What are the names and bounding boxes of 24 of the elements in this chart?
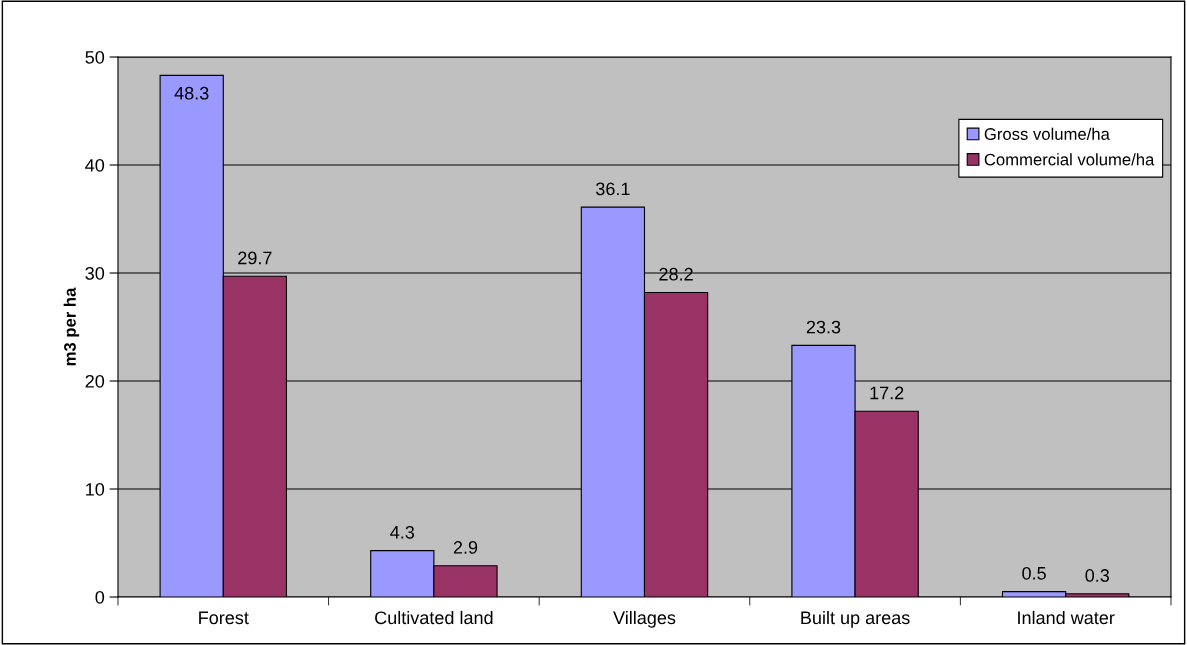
data-label: 28.2 [659, 267, 693, 281]
x-tick-label: Inland water [1018, 610, 1115, 625]
data-label: 0.3 [1085, 569, 1110, 582]
data-label: 17.2 [870, 386, 904, 400]
data-label: 4.3 [390, 525, 415, 539]
x-tick-label: Cultivated land [375, 610, 493, 625]
y-axis-title: m3 per ha [63, 287, 80, 366]
legend-label: Commercial volume/ha [984, 153, 1155, 166]
y-tick-label: 20 [85, 374, 105, 388]
data-label: 23.3 [806, 320, 841, 334]
data-label: 36.1 [596, 182, 630, 196]
x-tick-label: Built up areas [801, 610, 910, 628]
data-label: 0.5 [1022, 566, 1046, 580]
y-tick-label: 10 [86, 482, 105, 496]
x-tick-label: Forest [199, 611, 249, 625]
y-tick-label: 50 [85, 50, 105, 64]
data-label: 2.9 [453, 541, 478, 554]
data-label: 48.3 [174, 86, 209, 100]
y-tick-label: 0 [95, 590, 105, 604]
legend-label: Gross volume/ha [984, 127, 1110, 140]
data-label: 29.7 [238, 251, 272, 265]
y-tick-label: 30 [85, 266, 105, 280]
x-tick-label: Villages [613, 610, 676, 628]
y-tick-label: 40 [85, 158, 105, 172]
